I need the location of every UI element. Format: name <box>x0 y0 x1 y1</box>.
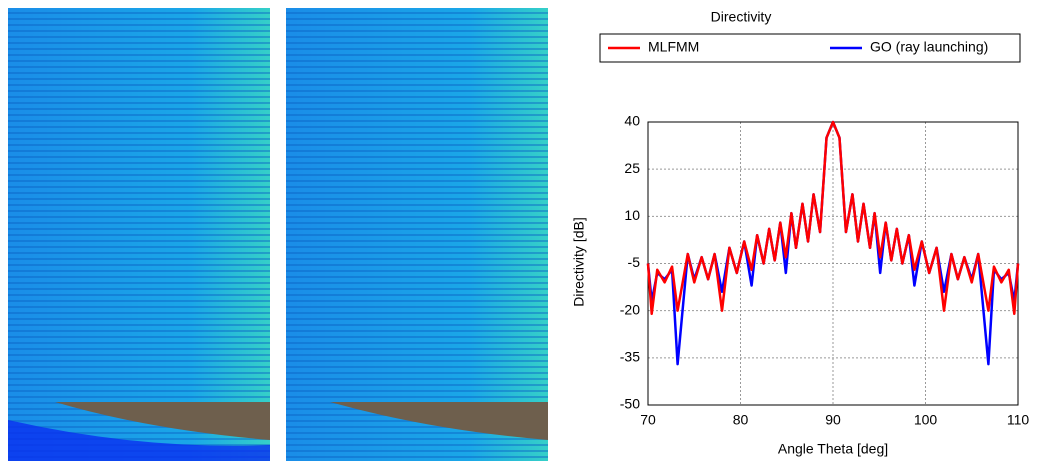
chart-title: Directivity <box>711 9 772 25</box>
y-tick-label: -5 <box>628 254 641 270</box>
y-axis-label: Directivity [dB] <box>571 217 587 306</box>
legend-label: MLFMM <box>648 39 699 55</box>
y-tick-label: -35 <box>620 349 640 365</box>
field-image-right <box>286 8 548 461</box>
data-line <box>646 120 1020 316</box>
x-tick-label: 80 <box>733 412 749 428</box>
y-tick-label: 10 <box>624 207 640 223</box>
x-tick-label: 100 <box>914 412 938 428</box>
x-tick-label: 90 <box>825 412 841 428</box>
y-tick-label: 40 <box>624 113 640 129</box>
y-tick-label: 25 <box>624 160 640 176</box>
field-image-left <box>8 8 270 461</box>
y-tick-label: -20 <box>620 301 640 317</box>
x-tick-label: 110 <box>1007 412 1030 428</box>
x-axis-label: Angle Theta [deg] <box>778 441 888 457</box>
legend-label: GO (ray launching) <box>870 39 988 55</box>
legend-box <box>599 33 1021 63</box>
x-tick-label: 70 <box>640 412 656 428</box>
y-tick-label: -50 <box>620 396 640 412</box>
